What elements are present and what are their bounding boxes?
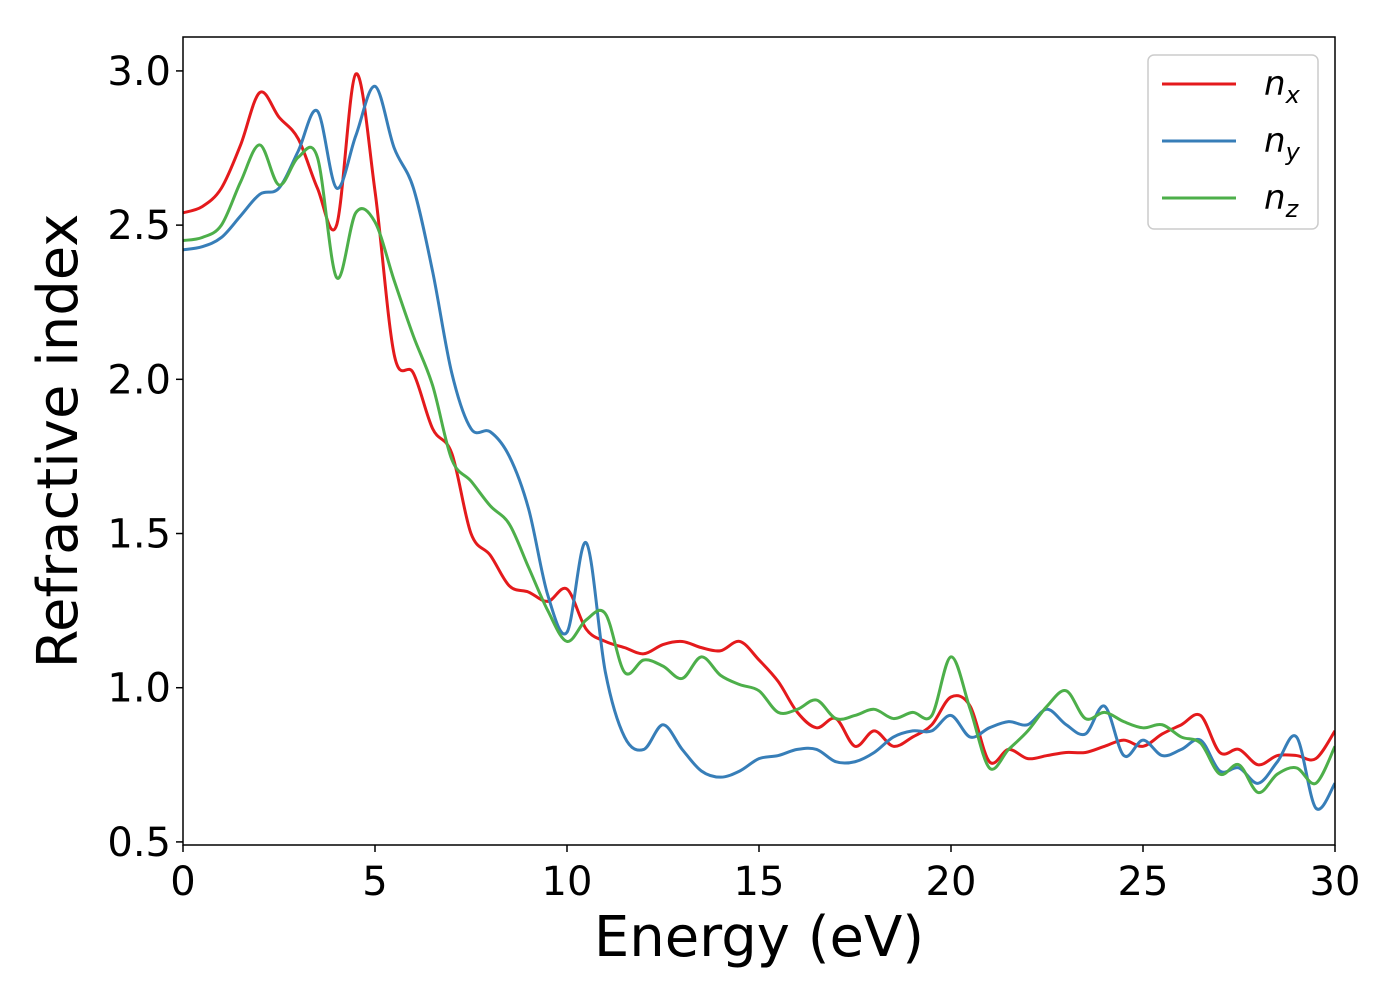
y-tick-label: 1.0 xyxy=(107,666,171,712)
x-tick-label: 10 xyxy=(542,859,593,905)
x-tick-label: 25 xyxy=(1118,859,1169,905)
legend-entries: nx ny nz xyxy=(1162,64,1301,223)
x-tick-label: 15 xyxy=(734,859,785,905)
legend: nx ny nz xyxy=(1147,54,1319,230)
y-tick-label: 3.0 xyxy=(107,49,171,95)
ticks-layer: 0 5 10 15 20 25 30 0.5 1.0 1.5 2.0 2.5 3.0 xyxy=(107,49,1360,905)
y-tick-label: 2.5 xyxy=(107,203,171,249)
series-line-y xyxy=(183,84,1335,811)
series-line-z xyxy=(183,143,1335,795)
legend-label-x: nx xyxy=(1264,64,1301,109)
x-tick-label: 5 xyxy=(362,859,387,905)
x-axis-label: Energy (eV) xyxy=(594,905,924,970)
y-axis-label: Refractive index xyxy=(26,214,91,669)
legend-label-y: ny xyxy=(1264,121,1301,166)
y-tick-label: 2.0 xyxy=(107,357,171,403)
legend-label-z: nz xyxy=(1264,178,1300,223)
x-tick-label: 30 xyxy=(1310,859,1361,905)
series-layer xyxy=(183,72,1335,811)
y-tick-label: 0.5 xyxy=(107,820,171,866)
x-tick-label: 0 xyxy=(170,859,195,905)
x-tick-label: 20 xyxy=(926,859,977,905)
y-tick-label: 1.5 xyxy=(107,512,171,558)
